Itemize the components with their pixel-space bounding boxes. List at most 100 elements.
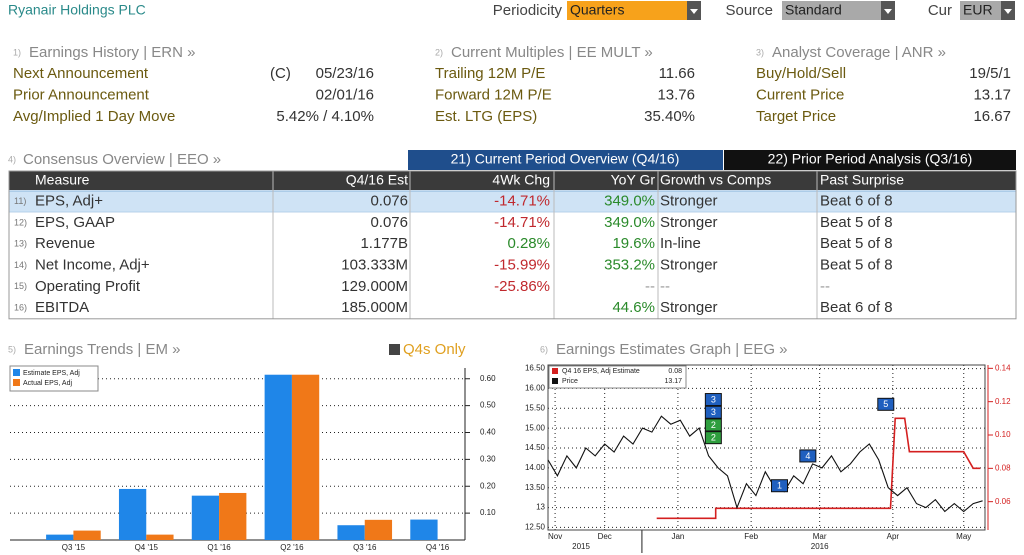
legend-swatch: [552, 378, 558, 384]
legend-label: Q4 16 EPS, Adj Estimate: [562, 368, 640, 375]
row-number: 14): [14, 260, 27, 270]
table-row[interactable]: [9, 254, 1016, 277]
field-label: Forward 12M P/E: [435, 86, 552, 103]
x-tick-label: Apr: [887, 532, 900, 541]
event-label[interactable]: 3: [711, 407, 716, 417]
event-label[interactable]: 4: [805, 451, 810, 461]
table-cell: --: [645, 278, 655, 295]
event-label[interactable]: 2: [711, 420, 716, 430]
section-title[interactable]: Earnings Trends | EM »: [24, 341, 180, 358]
dropdown[interactable]: [782, 1, 895, 20]
table-cell: 103.333M: [341, 257, 408, 274]
event-label[interactable]: 2: [711, 433, 716, 443]
y-tick-label: 0.10: [480, 508, 496, 517]
field-value: 35.40%: [644, 108, 695, 125]
section-title[interactable]: Earnings Estimates Graph | EEG »: [556, 341, 788, 358]
toggle-label[interactable]: Q4s Only: [403, 341, 466, 358]
section-number: 1): [13, 47, 21, 57]
table-cell: Beat 5 of 8: [820, 214, 893, 231]
row-number: 11): [14, 196, 26, 206]
y-tick-label: 0.60: [480, 374, 496, 383]
table-cell: Stronger: [660, 193, 718, 210]
table-cell: -14.71%: [494, 214, 550, 231]
field-value: 19/5/1: [969, 65, 1011, 82]
tab-active[interactable]: [408, 150, 723, 170]
table-cell: Stronger: [660, 214, 718, 231]
y-tick-label: 12.50: [525, 523, 546, 532]
y-tick-label: 0.20: [480, 481, 496, 490]
event-marker[interactable]: [704, 418, 722, 432]
tab[interactable]: [724, 150, 1016, 170]
dropdown-value[interactable]: EUR: [963, 2, 993, 18]
field-value: 16.67: [973, 108, 1011, 125]
legend-label: Actual EPS, Adj: [23, 380, 72, 387]
y-tick-label: 15.00: [525, 423, 546, 432]
bar: [118, 488, 147, 540]
dropdown-value[interactable]: Quarters: [570, 2, 624, 18]
legend-swatch: [552, 368, 558, 374]
dropdown-label: Periodicity: [493, 2, 563, 19]
bar: [337, 525, 365, 540]
x-tick-label: Q4 '15: [135, 543, 159, 552]
x-tick-label: Q1 '16: [207, 543, 231, 552]
table-cell: Beat 5 of 8: [820, 257, 893, 274]
event-marker[interactable]: [704, 405, 722, 419]
dropdown-value[interactable]: Standard: [785, 2, 842, 18]
event-label[interactable]: 3: [711, 394, 716, 404]
field-value: 13.76: [657, 86, 695, 103]
y2-tick-label: 0.10: [995, 430, 1011, 439]
y2-tick-label: 0.14: [995, 363, 1011, 372]
dropdown-arrow: [690, 9, 698, 14]
toggle-box[interactable]: [389, 344, 400, 355]
x-tick-label: Q3 '15: [62, 543, 86, 552]
event-marker[interactable]: [770, 479, 788, 493]
x-tick-label: Nov: [548, 532, 562, 541]
row-number: 16): [14, 303, 27, 313]
plot-border: [547, 364, 986, 531]
section-title[interactable]: Analyst Coverage | ANR »: [772, 44, 946, 61]
event-marker[interactable]: [877, 397, 895, 411]
table-cell: -25.86%: [494, 278, 550, 295]
tab-label[interactable]: 21) Current Period Overview (Q4/16): [451, 151, 680, 167]
field-label: Next Announcement: [13, 65, 149, 82]
event-marker[interactable]: [704, 431, 722, 445]
table-row[interactable]: [9, 212, 1016, 234]
row-number: 15): [14, 281, 27, 291]
bar: [73, 530, 101, 540]
event-label[interactable]: 5: [883, 399, 888, 409]
field-prefix: (C): [270, 65, 291, 82]
field-label: Prior Announcement: [13, 86, 150, 103]
section-number: 5): [8, 344, 16, 354]
dropdown[interactable]: [567, 1, 701, 20]
table-row[interactable]: [9, 276, 1016, 298]
section-title[interactable]: Earnings History | ERN »: [29, 44, 195, 61]
column-header: YoY Gr: [611, 172, 656, 188]
tab-label[interactable]: 22) Prior Period Analysis (Q3/16): [768, 151, 973, 167]
legend-value: 13.17: [664, 378, 682, 385]
table-cell: 0.076: [370, 214, 408, 231]
event-label[interactable]: 1: [777, 481, 782, 491]
event-marker[interactable]: [799, 449, 817, 463]
table-row[interactable]: [9, 297, 1016, 319]
table-row[interactable]: [9, 233, 1016, 255]
x-tick-label: Q4 '16: [426, 543, 450, 552]
table-cell: -14.71%: [494, 193, 550, 210]
field-value: 05/23/16: [316, 65, 374, 82]
event-marker[interactable]: [704, 393, 722, 407]
section-title[interactable]: Consensus Overview | EEO »: [23, 151, 221, 168]
table-cell: Beat 6 of 8: [820, 193, 893, 210]
table-cell: Beat 6 of 8: [820, 299, 893, 316]
table-cell: EBITDA: [35, 299, 89, 316]
section-title[interactable]: Current Multiples | EE MULT »: [451, 44, 653, 61]
table-cell: EPS, Adj+: [35, 193, 103, 210]
table-cell: Net Income, Adj+: [35, 257, 150, 274]
field-label: Buy/Hold/Sell: [756, 65, 846, 82]
row-number: 12): [14, 217, 27, 227]
field-label: Target Price: [756, 108, 836, 125]
section-number: 2): [435, 47, 443, 57]
field-label: Avg/Implied 1 Day Move: [13, 108, 175, 125]
y-tick-label: 16.50: [525, 364, 546, 373]
y2-tick-label: 0.08: [995, 463, 1011, 472]
table-cell: 19.6%: [612, 235, 655, 252]
y-tick-label: 14.00: [525, 463, 546, 472]
